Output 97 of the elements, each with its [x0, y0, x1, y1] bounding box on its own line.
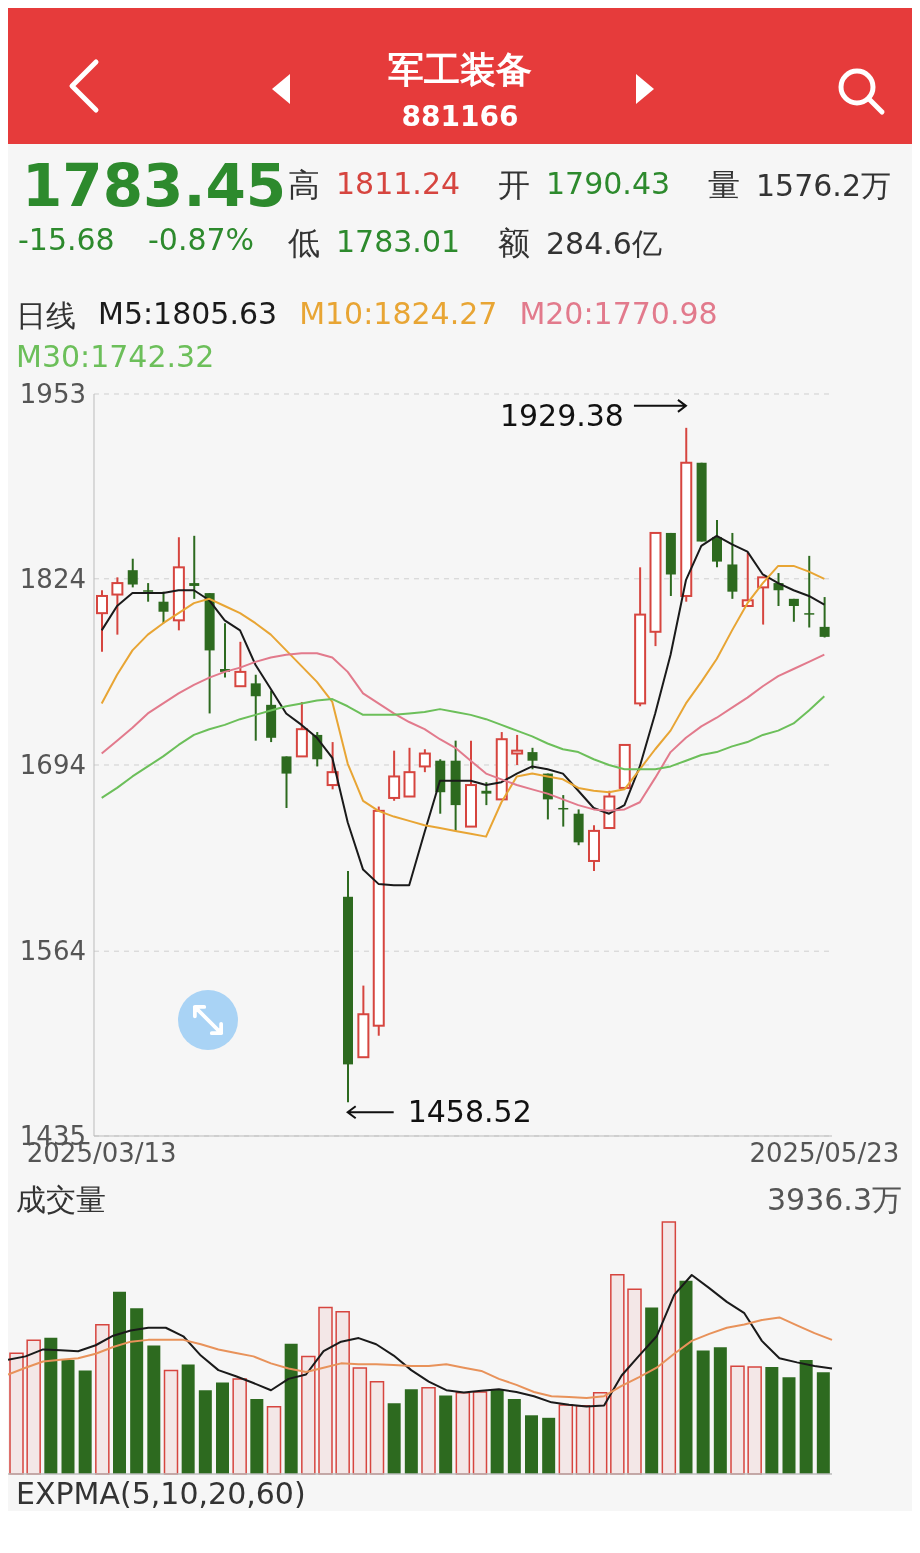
candlestick: [418, 748, 431, 774]
bar: [181, 1364, 195, 1474]
bar: [782, 1377, 796, 1474]
bar: [163, 1369, 179, 1475]
line-series: [100, 652, 826, 812]
bar: [765, 1366, 779, 1474]
bar: [472, 1391, 488, 1475]
text: M30:1742.32: [16, 339, 215, 374]
bar: [216, 1382, 229, 1474]
bar: [645, 1307, 659, 1474]
candlestick: [234, 640, 247, 688]
x-tick-label: 2025/05/23: [749, 1138, 900, 1169]
y-tick-label: 1694: [19, 750, 86, 781]
bar: [130, 1308, 144, 1474]
bar: [747, 1366, 762, 1475]
bar: [198, 1390, 212, 1474]
bar: [575, 1404, 591, 1475]
bar: [78, 1370, 92, 1474]
text: 1576.2万: [756, 167, 891, 205]
bar: [799, 1360, 813, 1474]
text: M20:1770.98: [519, 296, 718, 333]
line-series: [100, 534, 826, 887]
bar: [627, 1288, 642, 1475]
bar: [525, 1415, 538, 1474]
bar: [610, 1273, 625, 1475]
text: 881166: [400, 100, 520, 133]
bar: [301, 1355, 316, 1475]
candlestick: [189, 534, 200, 600]
bar: [387, 1403, 401, 1474]
candlestick: [143, 582, 154, 603]
text: 低: [288, 223, 320, 264]
text: 1783.45: [22, 152, 287, 220]
text: M10:1824.27: [299, 296, 498, 333]
bar: [679, 1280, 693, 1474]
annotation: 1929.38: [499, 397, 624, 433]
bar: [439, 1395, 453, 1474]
bar: [284, 1343, 298, 1474]
bar: [266, 1405, 282, 1475]
bar: [404, 1389, 418, 1474]
text: -15.68: [18, 222, 115, 257]
bar: [26, 1339, 41, 1475]
bar: [592, 1392, 608, 1475]
bar: [696, 1350, 710, 1474]
text: 高: [288, 165, 320, 206]
candlestick: [281, 755, 292, 809]
y-tick-label: 1953: [19, 379, 86, 410]
bar: [421, 1387, 436, 1475]
text: 284.6亿: [546, 225, 662, 263]
line-series: [100, 564, 826, 838]
text: 量: [708, 165, 740, 206]
bar: [455, 1392, 471, 1475]
candlestick: [111, 576, 124, 636]
candlestick: [819, 596, 830, 639]
text: 开: [498, 165, 530, 206]
bar: [232, 1378, 247, 1475]
legend-title: 日线: [16, 297, 76, 335]
text: M5:1805.63: [98, 296, 278, 333]
candlestick: [481, 781, 492, 807]
candlestick: [250, 673, 261, 742]
bar: [352, 1367, 368, 1475]
y-tick-label: 1824: [19, 564, 86, 595]
bar: [661, 1221, 677, 1475]
line-series: [100, 695, 826, 799]
bar: [713, 1347, 727, 1474]
bar: [61, 1360, 75, 1474]
bar: [44, 1337, 58, 1474]
text: 额: [498, 223, 530, 264]
bar: [816, 1372, 830, 1474]
candlestick: [804, 554, 815, 629]
bar: [147, 1345, 161, 1474]
bar: [250, 1398, 264, 1474]
bar: [95, 1324, 110, 1475]
chart-title: 成交量: [16, 1181, 106, 1219]
bar: [558, 1404, 574, 1475]
bar: [730, 1365, 745, 1475]
bar: [9, 1352, 24, 1475]
bar: [369, 1381, 385, 1475]
candlestick: [511, 733, 524, 766]
text: 军工装备: [387, 48, 533, 92]
y-tick-label: 1564: [19, 936, 86, 967]
text: 3936.3万: [767, 1181, 902, 1219]
candlestick: [388, 749, 401, 802]
annotation: 1458.52: [407, 1094, 532, 1130]
bar: [335, 1310, 350, 1475]
candlestick: [527, 746, 538, 771]
bar: [507, 1398, 521, 1474]
bar: [490, 1389, 504, 1474]
bar: [113, 1291, 126, 1474]
text: EXPMA(5,10,20,60): [15, 1476, 307, 1511]
bar: [542, 1417, 556, 1474]
text: 1811.24: [336, 166, 461, 201]
bar: [318, 1306, 333, 1475]
text: -0.87%: [148, 222, 255, 257]
candlestick: [127, 557, 138, 589]
candlestick: [96, 589, 108, 653]
text: 1790.43: [546, 166, 671, 201]
text: 1783.01: [336, 224, 461, 259]
